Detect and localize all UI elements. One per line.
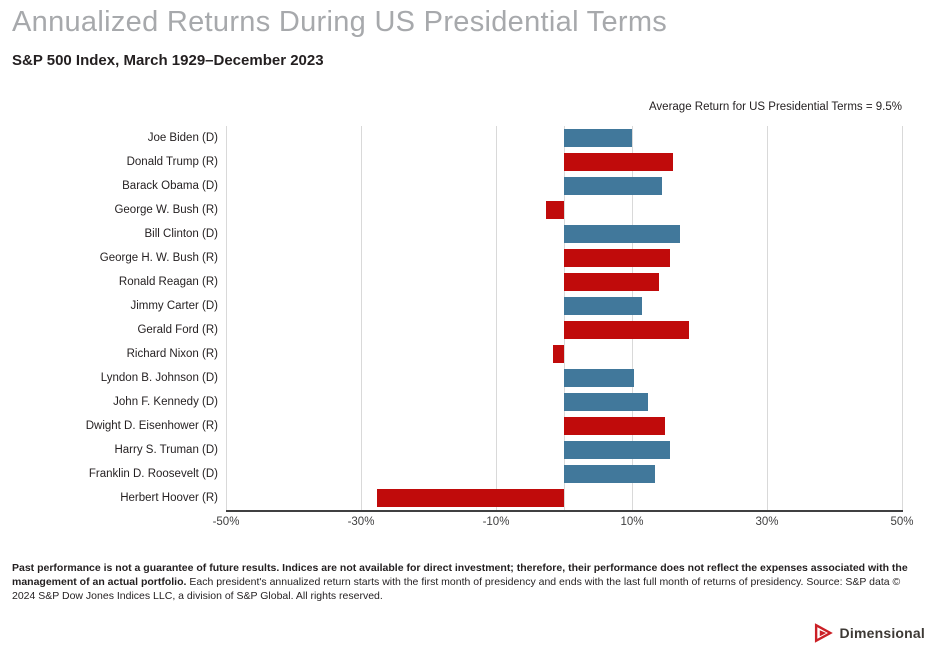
return-bar (564, 465, 656, 483)
disclaimer-regular: Each president's annualized return start… (12, 575, 901, 602)
dimensional-logo: Dimensional (812, 622, 925, 644)
return-bar (564, 273, 660, 291)
y-axis-labels: Joe Biden (D) Donald Trump (R) Barack Obam… (0, 126, 218, 511)
president-label: Gerald Ford (R) (137, 324, 218, 336)
president-label: Lyndon B. Johnson (D) (100, 372, 218, 384)
return-bar (545, 201, 564, 219)
gridline (226, 126, 227, 511)
return-bar (553, 345, 564, 363)
president-label: Dwight D. Eisenhower (R) (85, 420, 218, 432)
average-return-annotation: Average Return for US Presidential Terms… (648, 101, 902, 113)
disclaimer-text: Past performance is not a guarantee of f… (12, 562, 920, 604)
x-tick-label: 30% (755, 516, 779, 528)
dimensional-triangle-icon (812, 622, 834, 644)
gridline (902, 126, 903, 511)
president-label: Franklin D. Roosevelt (D) (88, 468, 218, 480)
president-label: Barack Obama (D) (122, 180, 218, 192)
return-bar (564, 321, 690, 339)
president-label: Joe Biden (D) (147, 132, 218, 144)
x-tick-label: -30% (347, 516, 375, 528)
gridline (767, 126, 768, 511)
page-title: Annualized Returns During US Presidentia… (12, 6, 668, 38)
return-bar (564, 441, 671, 459)
president-label: Donald Trump (R) (126, 156, 218, 168)
zero-gridline (564, 126, 565, 511)
x-tick-label: -50% (212, 516, 240, 528)
return-bar (564, 153, 673, 171)
president-label: Herbert Hoover (R) (120, 492, 218, 504)
president-label: Harry S. Truman (D) (114, 444, 218, 456)
dimensional-logo-text: Dimensional (839, 625, 925, 641)
gridline (632, 126, 633, 511)
return-bar (564, 369, 635, 387)
return-bar (564, 297, 643, 315)
page-subtitle: S&P 500 Index, March 1929–December 2023 (12, 52, 324, 69)
president-label: John F. Kennedy (D) (113, 396, 218, 408)
x-tick-label: 50% (890, 516, 914, 528)
bar-chart-plot-area (226, 126, 903, 511)
return-bar (377, 489, 564, 507)
president-label: Ronald Reagan (R) (118, 276, 218, 288)
disclaimer-bold: Past performance is not a guarantee of f… (12, 562, 908, 588)
gridline (361, 126, 362, 511)
return-bar (564, 249, 670, 267)
president-label: George W. Bush (R) (114, 204, 218, 216)
x-axis-tick-labels: -50% -30% -10% 10% 30% 50% (213, 516, 914, 532)
president-label: Bill Clinton (D) (144, 228, 219, 240)
x-tick-label: -10% (482, 516, 510, 528)
president-label: Richard Nixon (R) (126, 348, 218, 360)
gridline (496, 126, 497, 511)
return-bar (564, 177, 662, 195)
return-bar (564, 417, 665, 435)
return-bar (564, 393, 648, 411)
return-bar (564, 225, 681, 243)
x-axis-line (226, 510, 903, 512)
x-tick-label: 10% (620, 516, 644, 528)
return-bar (564, 129, 632, 147)
president-label: George H. W. Bush (R) (99, 252, 218, 264)
president-label: Jimmy Carter (D) (130, 300, 218, 312)
